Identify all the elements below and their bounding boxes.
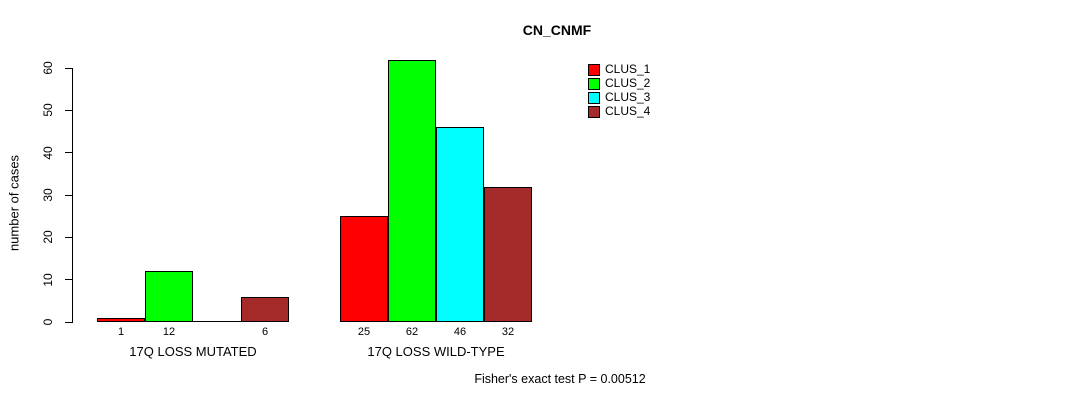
bar-clus_4-2 bbox=[484, 186, 532, 322]
legend-label: CLUS_2 bbox=[605, 76, 651, 90]
legend-label: CLUS_3 bbox=[605, 90, 651, 104]
bar-value-label: 62 bbox=[405, 326, 419, 338]
bar-clus_2-2 bbox=[388, 59, 436, 322]
y-tick bbox=[65, 152, 72, 154]
y-tick-label: 10 bbox=[41, 272, 55, 287]
legend-swatch-icon bbox=[588, 91, 600, 104]
y-tick bbox=[65, 109, 72, 111]
y-tick-label: 30 bbox=[41, 188, 55, 202]
y-tick bbox=[65, 236, 72, 238]
bar-value-label: 6 bbox=[261, 326, 269, 338]
y-tick-label: 50 bbox=[41, 103, 55, 118]
legend-item-clus_2: CLUS_2 bbox=[588, 77, 650, 90]
legend: CLUS_1 CLUS_2 CLUS_3 CLUS_4 bbox=[588, 63, 650, 119]
y-tick bbox=[65, 194, 72, 196]
y-tick-label: 20 bbox=[41, 230, 55, 245]
bar-clus_2-1 bbox=[145, 271, 193, 322]
fisher-test-annotation: Fisher's exact test P = 0.00512 bbox=[474, 372, 646, 386]
y-tick bbox=[65, 321, 72, 323]
legend-swatch-icon bbox=[588, 105, 600, 118]
legend-item-clus_4: CLUS_4 bbox=[588, 105, 650, 118]
y-tick bbox=[65, 67, 72, 69]
bar-value-label: 32 bbox=[501, 326, 515, 338]
legend-item-clus_1: CLUS_1 bbox=[588, 63, 650, 76]
bar-clus_1-1 bbox=[97, 317, 145, 322]
y-tick-label: 40 bbox=[41, 145, 55, 160]
y-axis-label: number of cases bbox=[6, 154, 22, 252]
group-label-2: 17Q LOSS WILD-TYPE bbox=[367, 344, 505, 359]
group-label-1: 17Q LOSS MUTATED bbox=[129, 344, 257, 359]
bar-clus_3-2 bbox=[436, 127, 484, 322]
bar-value-label: 25 bbox=[357, 326, 371, 338]
bar-value-label: 12 bbox=[162, 326, 176, 338]
chart-title: CN_CNMF bbox=[522, 22, 592, 38]
bar-clus_1-2 bbox=[340, 216, 388, 322]
legend-item-clus_3: CLUS_3 bbox=[588, 91, 650, 104]
bar-value-label: 46 bbox=[453, 326, 467, 338]
y-axis-line bbox=[72, 68, 73, 323]
legend-swatch-icon bbox=[588, 63, 600, 76]
y-tick-label: 0 bbox=[41, 318, 55, 326]
bar-clus_3-1-zero bbox=[193, 321, 241, 322]
legend-swatch-icon bbox=[588, 77, 600, 90]
bar-clus_4-1 bbox=[241, 296, 289, 322]
legend-label: CLUS_4 bbox=[605, 104, 651, 118]
y-tick bbox=[65, 279, 72, 281]
bar-value-label: 1 bbox=[117, 326, 125, 338]
y-tick-label: 60 bbox=[41, 61, 55, 75]
legend-label: CLUS_1 bbox=[605, 62, 651, 76]
